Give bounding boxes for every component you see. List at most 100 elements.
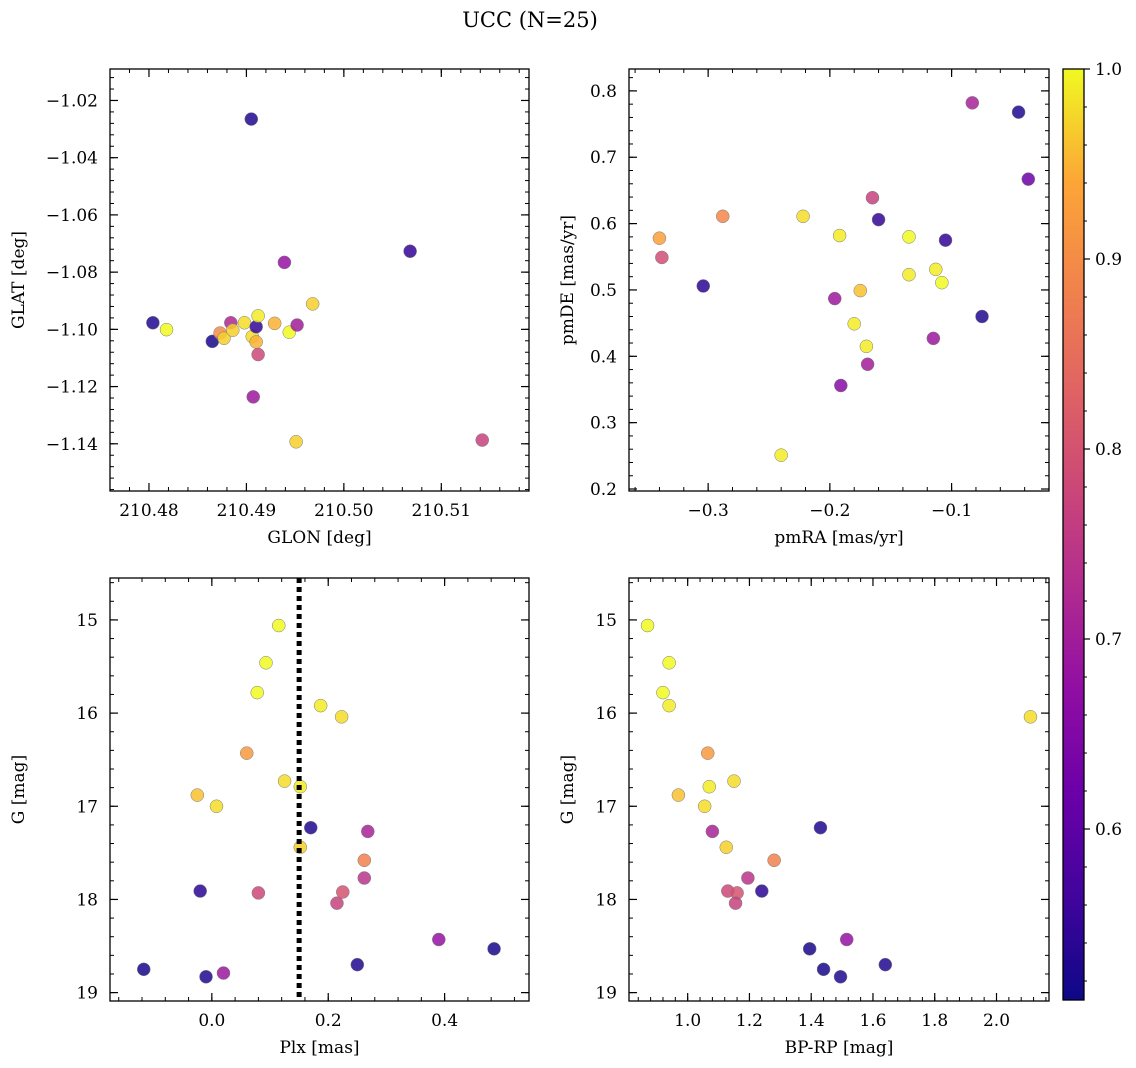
x-tick-label: 1.4 [798,1011,825,1031]
data-point [146,316,160,330]
data-point [193,884,207,898]
data-point [304,820,318,835]
data-layer [652,96,1036,462]
data-point [1011,105,1026,119]
data-point [244,112,259,126]
y-tick-label: 0.2 [590,480,617,500]
panel-spatial: 210.48 210.49 210.50 210.51 −1.14 −1.12 −1.10 −… [9,68,530,548]
data-point [715,209,730,224]
data-point [705,824,720,839]
data-point [655,250,669,265]
colorbar-frame [1062,68,1085,1001]
y-tick-label: 15 [595,611,617,631]
x-tick-label: 1.0 [674,1011,701,1031]
data-point [267,316,282,331]
data-point [357,853,372,868]
y-tick-label: 19 [76,984,98,1004]
x-axis-label: GLON [deg] [267,528,371,548]
y-tick-label: 17 [595,797,617,817]
data-point [334,710,349,724]
data-point [432,932,446,947]
panel-cmd: 1.0 1.2 1.4 1.6 1.8 2.0 15 16 17 18 19 BP-RP [mag] G… [558,577,1050,1058]
data-point [975,309,989,324]
x-tick-label: −0.3 [687,501,728,521]
x-tick-label: 1.8 [921,1011,948,1031]
y-tick-label: 19 [595,984,617,1004]
data-point [251,309,265,323]
y-axis-label: G [mag] [558,755,578,824]
data-point [662,656,676,670]
y-tick-label: 18 [76,890,98,910]
data-point [250,685,264,700]
data-point [853,283,868,298]
y-tick-label: 0.4 [590,347,617,367]
y-tick-label: 18 [595,890,617,910]
x-tick-label: 210.49 [217,501,276,521]
data-point [137,962,151,977]
y-tick-label: −1.12 [46,378,98,398]
data-point [403,244,417,258]
data-point [251,347,265,362]
x-tick-label: 210.51 [412,501,471,521]
panel-proper-motion: −0.3 −0.2 −0.1 0.2 0.3 0.4 0.5 0.6 0.7 0.8 pmRA [m… [558,68,1050,548]
x-tick-label: 210.48 [119,501,178,521]
data-point [475,433,489,447]
data-layer [640,618,1038,984]
data-point [240,746,254,760]
data-point [159,322,174,337]
data-point [313,698,328,713]
plot-frame [628,68,1050,492]
colorbar-tick-label: 0.7 [1095,630,1122,650]
data-layer [146,112,489,449]
data-point [336,885,350,899]
data-point [217,331,231,345]
data-point [305,297,320,311]
data-point [839,932,854,947]
x-tick-label: 1.2 [736,1011,763,1031]
data-point [216,966,231,980]
y-tick-label: −1.02 [46,91,98,111]
data-point [652,231,667,245]
y-tick-label: 0.5 [590,281,617,301]
y-tick-label: −1.14 [46,435,98,455]
data-point [727,774,741,788]
data-point [802,942,817,956]
data-point [330,896,344,910]
data-point [249,335,263,349]
data-point [865,190,880,205]
data-point [697,799,712,814]
data-point [938,233,953,247]
y-tick-label: 0.8 [590,82,617,102]
data-point [827,291,842,306]
data-point [741,871,755,885]
data-point [871,212,886,227]
y-tick-label: −1.08 [46,263,98,283]
data-point [696,279,711,293]
data-point [902,267,916,282]
data-point [350,957,365,972]
data-point [259,656,273,670]
data-point [1023,710,1038,724]
x-tick-label: 0.4 [431,1011,458,1031]
data-point [1021,172,1036,186]
y-tick-label: −1.04 [46,149,98,169]
data-point [671,788,686,802]
data-point [813,820,828,835]
data-point [767,853,781,868]
data-point [361,824,375,839]
y-tick-label: 16 [76,704,98,724]
data-point [728,896,743,910]
data-point [859,339,874,354]
data-point [816,962,831,977]
data-point [199,970,213,984]
data-point [834,378,848,393]
data-point [656,685,670,700]
data-point [251,886,266,900]
x-tick-label: 0.2 [315,1011,342,1031]
data-point [935,275,949,290]
data-point [289,435,303,449]
data-layer [137,578,501,1001]
panel-plx-vs-g: 0.0 0.2 0.4 15 16 17 18 19 Plx [mas] G [mag] [9,577,530,1058]
data-point [190,788,205,802]
